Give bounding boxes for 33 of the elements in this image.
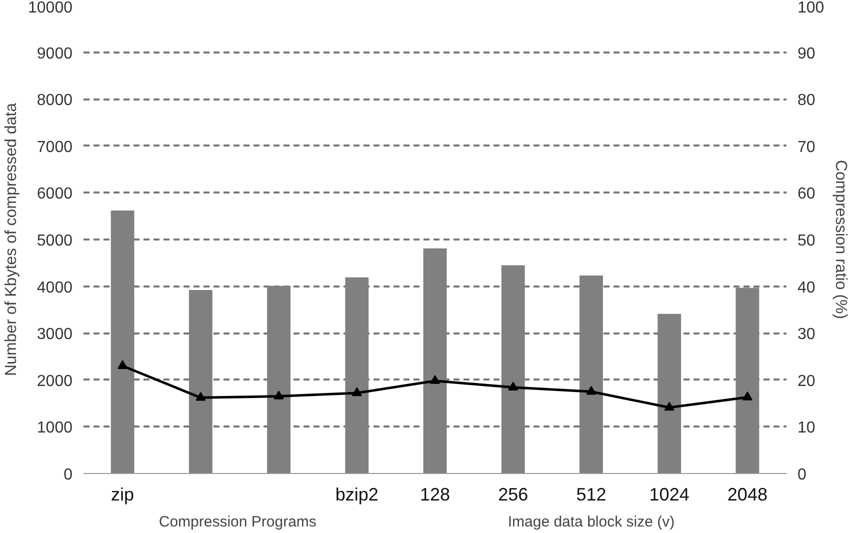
y-tick-label: 6000 [36, 186, 73, 203]
y-tick-label: 4000 [36, 279, 73, 296]
x-tick-label: 128 [420, 484, 450, 504]
x-tick-label: bzip2 [335, 484, 378, 504]
y2-tick-label: 40 [798, 279, 816, 296]
y-tick-label: 10000 [28, 0, 73, 16]
y2-tick-label: 100 [798, 0, 824, 16]
y2-tick-label: 0 [798, 466, 806, 484]
x-tick-label: 1024 [649, 484, 690, 504]
text: Image data block size (v) [508, 514, 675, 530]
x-tick-label: 2048 [727, 484, 768, 504]
y2-tick-label: 80 [798, 92, 816, 110]
y-tick-label: 8000 [36, 92, 73, 110]
x-tick-label: 512 [576, 484, 606, 504]
y-tick-label: 2000 [36, 372, 73, 390]
y-tick-label: 3000 [36, 326, 73, 344]
y-axis-title: Number of Kbytes of compressed data [3, 102, 20, 376]
text: Compression Programs [158, 514, 316, 530]
y2-tick-label: 20 [798, 372, 816, 390]
y2-tick-label: 60 [798, 186, 816, 203]
y-tick-label: 9000 [36, 45, 73, 62]
y2-tick-label: 70 [798, 138, 816, 156]
y-tick-label: 1000 [36, 420, 73, 437]
y2-axis-title: Compression ratio (%) [832, 160, 850, 320]
y-tick-label: 5000 [36, 232, 73, 250]
y2-tick-label: 30 [798, 326, 816, 344]
y2-tick-label: 50 [798, 232, 816, 250]
x-tick-label: zip [111, 484, 134, 504]
y2-tick-label: 10 [798, 420, 816, 437]
y2-tick-label: 90 [798, 45, 816, 62]
y-tick-label: 0 [64, 466, 73, 484]
x-tick-label: 256 [498, 484, 528, 504]
y-tick-label: 7000 [36, 138, 73, 156]
